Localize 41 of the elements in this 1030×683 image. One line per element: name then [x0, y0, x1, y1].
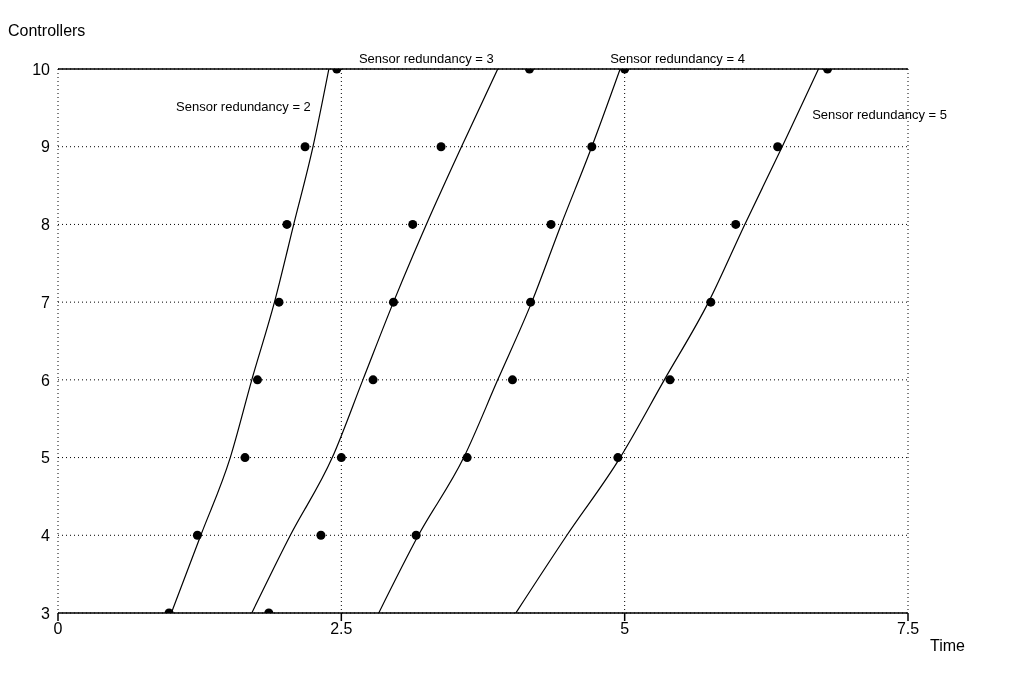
x-tick-label: 2.5	[330, 620, 353, 638]
y-tick-label: 8	[41, 216, 51, 234]
series-label: Sensor redundancy = 3	[358, 51, 494, 66]
y-tick-label: 7	[41, 293, 51, 311]
point	[368, 375, 378, 385]
point	[587, 142, 597, 152]
x-tick-label: 7.5	[896, 620, 920, 638]
point	[773, 142, 783, 152]
point	[336, 453, 346, 463]
point	[462, 453, 472, 463]
series-label: Sensor redundancy = 4	[610, 51, 745, 66]
point	[300, 142, 310, 152]
point	[436, 142, 446, 152]
point	[240, 453, 250, 463]
point	[613, 453, 623, 463]
y-axis-title: Controllers	[8, 22, 86, 40]
y-tick-label: 10	[32, 60, 51, 78]
point	[274, 297, 284, 307]
point	[252, 375, 262, 385]
series-label: Sensor redundancy = 5	[812, 106, 947, 122]
x-axis-title: Time	[930, 637, 965, 655]
point	[316, 530, 326, 540]
x-tick-label: 5	[620, 620, 630, 638]
y-tick-label: 6	[41, 371, 51, 389]
y-tick-label: 9	[41, 138, 51, 156]
point	[192, 530, 202, 540]
point	[411, 530, 421, 540]
point	[731, 219, 741, 229]
point	[282, 219, 292, 229]
y-tick-label: 5	[41, 449, 51, 467]
series-label: Sensor redundancy = 2	[176, 99, 311, 114]
x-tick-label: 0	[53, 620, 63, 638]
y-tick-label: 3	[41, 604, 51, 622]
point	[388, 297, 398, 307]
point	[706, 297, 716, 307]
y-tick-label: 4	[41, 526, 51, 544]
point	[546, 219, 556, 229]
point	[526, 297, 536, 307]
point	[408, 219, 418, 229]
point	[665, 375, 675, 385]
point	[507, 375, 517, 385]
